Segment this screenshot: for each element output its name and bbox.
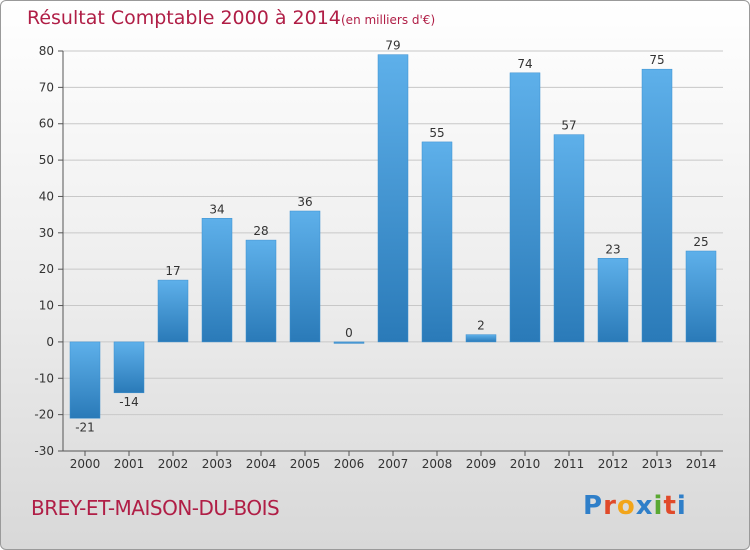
x-tick-label-2003: 2003 — [202, 457, 233, 471]
bar-2011 — [553, 134, 585, 343]
x-tick-label-2000: 2000 — [70, 457, 101, 471]
y-tick-label: 0 — [46, 335, 54, 349]
y-tick-label: 50 — [39, 153, 54, 167]
x-tick-label-2011: 2011 — [554, 457, 585, 471]
bar-2003 — [201, 218, 233, 343]
x-tick-label-2008: 2008 — [422, 457, 453, 471]
y-tick-label: 80 — [39, 44, 54, 58]
data-label-2008: 55 — [429, 126, 444, 140]
data-label-2013: 75 — [649, 53, 664, 67]
bar-2012 — [597, 258, 629, 343]
bar-2004 — [245, 239, 277, 343]
bar-2005 — [289, 210, 321, 343]
y-tick-label: 70 — [39, 80, 54, 94]
x-tick-label-2007: 2007 — [378, 457, 409, 471]
chart-unit: (en milliers d'€) — [341, 13, 436, 27]
data-label-2004: 28 — [253, 224, 268, 238]
bar-2006 — [333, 341, 365, 344]
x-tick-label-2002: 2002 — [158, 457, 189, 471]
bar-2010 — [509, 72, 541, 343]
bar-2008 — [421, 141, 453, 343]
x-tick-label-2001: 2001 — [114, 457, 145, 471]
labels: -30-20-10010203040506070802000-212001-14… — [34, 39, 716, 471]
x-tick-label-2013: 2013 — [642, 457, 673, 471]
y-tick-label: -10 — [34, 371, 54, 385]
data-label-2001: -14 — [119, 395, 139, 409]
x-tick-label-2006: 2006 — [334, 457, 365, 471]
x-tick-label-2012: 2012 — [598, 457, 629, 471]
x-tick-label-2014: 2014 — [686, 457, 717, 471]
x-tick-label-2004: 2004 — [246, 457, 277, 471]
data-label-2012: 23 — [605, 242, 620, 256]
y-tick-label: -30 — [34, 444, 54, 458]
data-label-2010: 74 — [517, 57, 532, 71]
y-tick-label: 60 — [39, 117, 54, 131]
bar-2014 — [685, 250, 717, 343]
data-label-2003: 34 — [209, 202, 224, 216]
data-label-2002: 17 — [165, 264, 180, 278]
data-label-2006: 0 — [345, 326, 353, 340]
data-label-2000: -21 — [75, 420, 95, 434]
data-label-2009: 2 — [477, 319, 485, 333]
bar-2009 — [465, 334, 497, 343]
y-tick-label: -20 — [34, 408, 54, 422]
bar-2013 — [641, 68, 673, 343]
x-tick-label-2010: 2010 — [510, 457, 541, 471]
proxiti-logo[interactable]: Proxiti — [583, 491, 687, 521]
bars — [69, 54, 717, 419]
y-tick-label: 30 — [39, 226, 54, 240]
data-label-2014: 25 — [693, 235, 708, 249]
data-label-2005: 36 — [297, 195, 312, 209]
data-label-2011: 57 — [561, 119, 576, 133]
y-tick-label: 40 — [39, 189, 54, 203]
bar-2002 — [157, 279, 189, 343]
x-tick-label-2009: 2009 — [466, 457, 497, 471]
bar-2001 — [113, 341, 145, 394]
x-tick-label-2005: 2005 — [290, 457, 321, 471]
axes — [58, 50, 723, 456]
y-tick-label: 10 — [39, 299, 54, 313]
bar-2000 — [69, 341, 101, 419]
y-tick-label: 20 — [39, 262, 54, 276]
commune-name: BREY-ET-MAISON-DU-BOIS — [31, 496, 280, 520]
data-label-2007: 79 — [385, 39, 400, 53]
chart-title: Résultat Comptable 2000 à 2014 — [27, 7, 341, 29]
bar-2007 — [377, 54, 409, 343]
